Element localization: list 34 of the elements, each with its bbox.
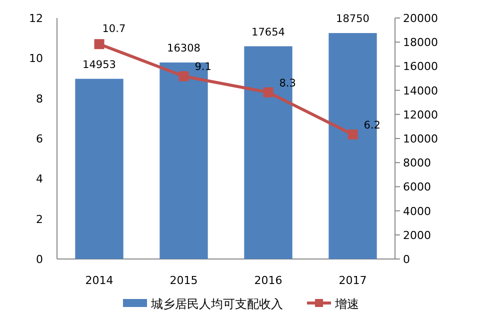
y-tick-label: 0 xyxy=(36,253,43,266)
x-tick-label: 2015 xyxy=(170,274,198,287)
legend-label: 增速 xyxy=(334,297,359,311)
point xyxy=(94,39,104,50)
y-tick-label: 4 xyxy=(36,172,43,186)
y2-tick-label: 2000 xyxy=(403,228,431,242)
y2-tick-label: 4000 xyxy=(403,204,431,218)
legend-label: 城乡居民人均可支配收入 xyxy=(150,297,283,311)
y-tick-label: 12 xyxy=(29,12,43,25)
y2-tick-label: 16000 xyxy=(403,60,438,74)
x-tick-label: 2016 xyxy=(254,274,282,287)
y2-tick-label: 12000 xyxy=(403,108,438,122)
y2-tick-label: 10000 xyxy=(403,132,438,146)
y2-tick-label: 14000 xyxy=(403,84,438,98)
point xyxy=(263,87,274,98)
data-label: 14953 xyxy=(82,58,116,71)
point xyxy=(348,129,358,140)
y2-tick-label: 0 xyxy=(403,253,410,266)
y-tick-label: 2 xyxy=(36,212,43,226)
point xyxy=(178,71,189,82)
y2-tick-label: 8000 xyxy=(403,156,431,170)
bar xyxy=(75,78,124,259)
y2-tick-label: 6000 xyxy=(403,180,431,194)
data-label: 18750 xyxy=(336,13,370,26)
y-tick-label: 10 xyxy=(29,52,43,66)
data-label: 10.7 xyxy=(102,23,126,36)
y2-tick-label: 20000 xyxy=(403,12,438,25)
y2-tick-label: 18000 xyxy=(403,36,438,50)
x-tick-label: 2017 xyxy=(338,274,367,287)
data-label: 16308 xyxy=(167,42,200,54)
y-tick-label: 8 xyxy=(36,92,43,106)
data-label: 17654 xyxy=(252,26,286,38)
x-tick-label: 2014 xyxy=(85,274,114,287)
y-tick-label: 6 xyxy=(36,132,43,146)
